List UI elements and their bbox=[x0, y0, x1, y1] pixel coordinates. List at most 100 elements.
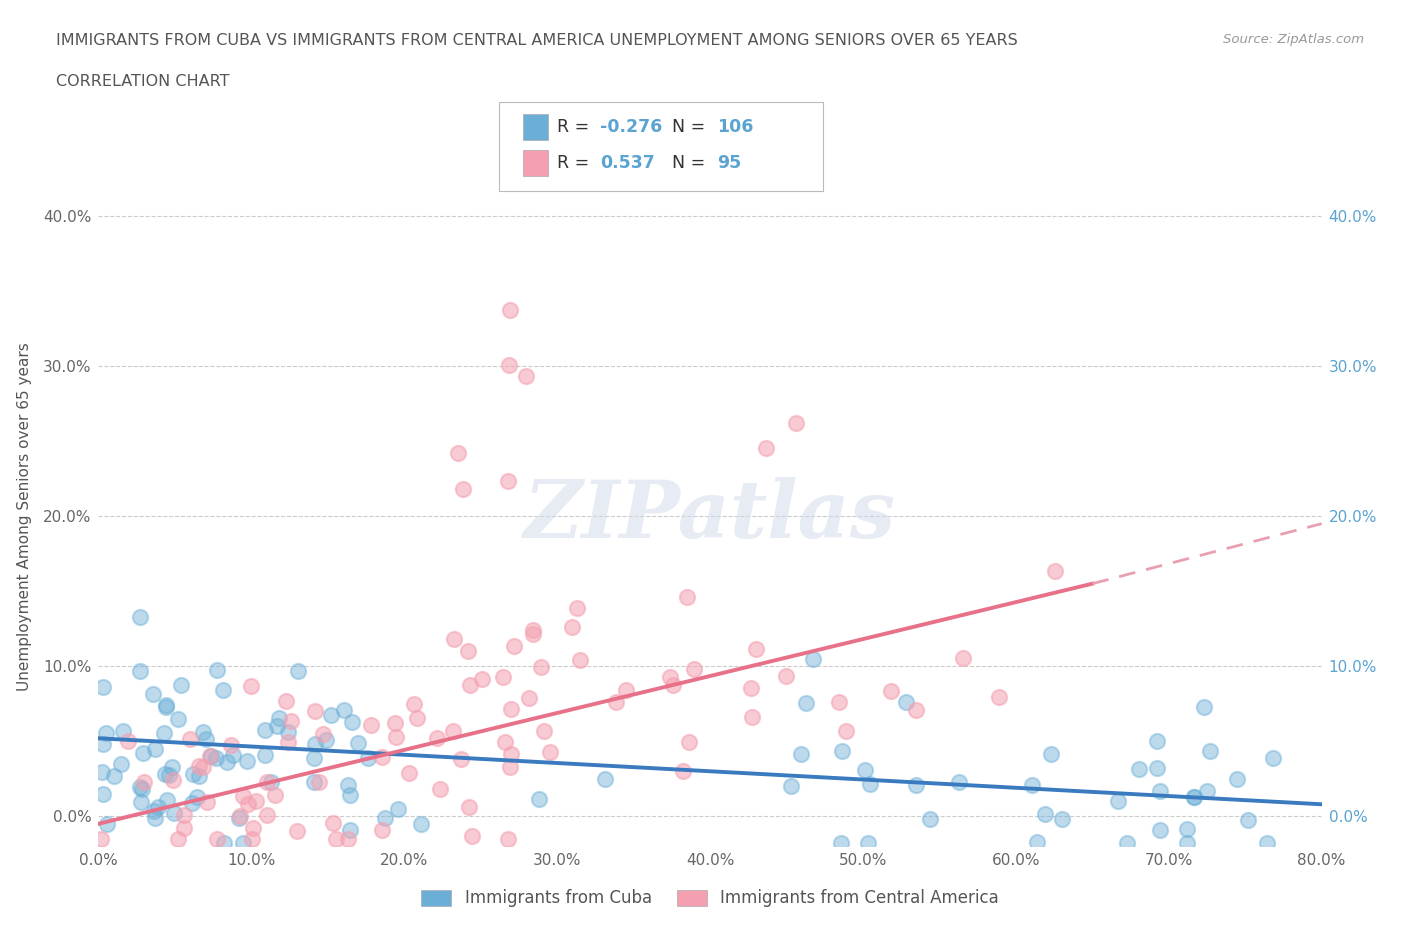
Point bbox=[371, 823, 394, 838]
Point bbox=[527, 791, 550, 806]
Point bbox=[1198, 744, 1220, 759]
Point bbox=[129, 795, 152, 810]
Point bbox=[90, 831, 112, 846]
Point bbox=[302, 751, 325, 765]
Point bbox=[179, 731, 201, 746]
Point bbox=[242, 820, 264, 835]
Point bbox=[373, 811, 395, 826]
Point bbox=[371, 750, 394, 764]
Point bbox=[1182, 790, 1205, 804]
Point bbox=[501, 701, 523, 716]
Point bbox=[347, 736, 370, 751]
Point bbox=[304, 737, 326, 751]
Point bbox=[360, 717, 382, 732]
Text: 0.537: 0.537 bbox=[600, 153, 655, 172]
Point bbox=[222, 748, 245, 763]
Point bbox=[450, 751, 472, 766]
Text: R =: R = bbox=[557, 118, 595, 137]
Point bbox=[340, 714, 363, 729]
Point bbox=[93, 737, 115, 751]
Point bbox=[659, 670, 682, 684]
Point bbox=[215, 754, 238, 769]
Point bbox=[186, 790, 208, 804]
Text: ZIPatlas: ZIPatlas bbox=[524, 477, 896, 555]
Point bbox=[155, 698, 177, 713]
Point bbox=[1256, 836, 1278, 851]
Point bbox=[1236, 813, 1258, 828]
Point bbox=[1107, 794, 1129, 809]
Y-axis label: Unemployment Among Seniors over 65 years: Unemployment Among Seniors over 65 years bbox=[17, 342, 32, 691]
Point bbox=[398, 765, 420, 780]
Point bbox=[96, 725, 118, 740]
Point bbox=[745, 642, 768, 657]
Text: R =: R = bbox=[557, 153, 595, 172]
Point bbox=[198, 749, 221, 764]
Point bbox=[110, 757, 132, 772]
Point bbox=[1128, 762, 1150, 777]
Point bbox=[1115, 836, 1137, 851]
Point bbox=[780, 778, 803, 793]
Point bbox=[492, 670, 515, 684]
Point bbox=[277, 735, 299, 750]
Point bbox=[232, 836, 254, 851]
Point bbox=[1026, 834, 1049, 849]
Point bbox=[593, 772, 616, 787]
Point bbox=[103, 768, 125, 783]
Point bbox=[1021, 777, 1043, 792]
Point bbox=[384, 729, 406, 744]
Point bbox=[896, 695, 918, 710]
Text: CORRELATION CHART: CORRELATION CHART bbox=[56, 74, 229, 89]
Point bbox=[142, 804, 165, 818]
Point bbox=[277, 724, 299, 739]
Point bbox=[443, 631, 465, 646]
Point bbox=[181, 795, 204, 810]
Point bbox=[568, 652, 591, 667]
Point bbox=[402, 697, 425, 711]
Point bbox=[1175, 821, 1198, 836]
Point bbox=[1175, 836, 1198, 851]
Point bbox=[143, 742, 166, 757]
Point bbox=[205, 831, 228, 846]
Point bbox=[205, 662, 228, 677]
Point bbox=[458, 800, 481, 815]
Point bbox=[905, 702, 928, 717]
Point bbox=[457, 644, 479, 658]
Point bbox=[112, 724, 135, 739]
Point bbox=[285, 823, 308, 838]
Point bbox=[561, 619, 583, 634]
Point bbox=[533, 724, 555, 738]
Point bbox=[441, 724, 464, 739]
Point bbox=[517, 691, 540, 706]
Point bbox=[567, 601, 589, 616]
Point bbox=[91, 764, 114, 779]
Point bbox=[461, 829, 484, 844]
Point bbox=[232, 789, 254, 804]
Point bbox=[280, 713, 302, 728]
Point bbox=[254, 748, 277, 763]
Point bbox=[163, 805, 186, 820]
Point bbox=[96, 817, 118, 831]
Point bbox=[322, 816, 344, 830]
Point bbox=[1043, 564, 1066, 578]
Point bbox=[228, 809, 250, 824]
Point bbox=[260, 775, 283, 790]
Point bbox=[499, 303, 522, 318]
Point bbox=[503, 639, 526, 654]
Point bbox=[245, 794, 267, 809]
Point bbox=[790, 747, 813, 762]
Point bbox=[195, 794, 218, 809]
Text: 106: 106 bbox=[717, 118, 754, 137]
Point bbox=[302, 774, 325, 789]
Point bbox=[188, 768, 211, 783]
Point bbox=[204, 751, 226, 765]
Point bbox=[471, 672, 494, 687]
Point bbox=[801, 652, 824, 667]
Point bbox=[1195, 784, 1218, 799]
Point bbox=[91, 679, 114, 694]
Point bbox=[146, 800, 169, 815]
Point bbox=[274, 694, 297, 709]
Point bbox=[830, 836, 852, 851]
Point bbox=[409, 817, 432, 831]
Point bbox=[1033, 806, 1056, 821]
Text: Source: ZipAtlas.com: Source: ZipAtlas.com bbox=[1223, 33, 1364, 46]
